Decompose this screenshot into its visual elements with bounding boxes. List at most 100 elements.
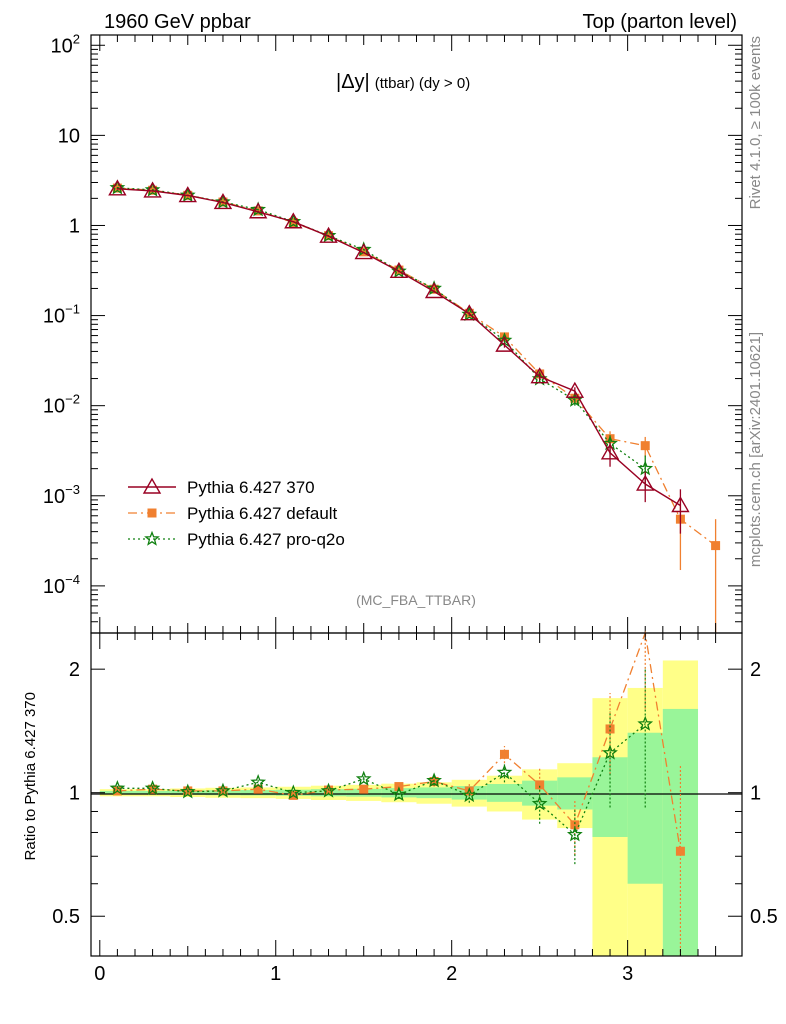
ratio-point-proq2o	[215, 782, 231, 798]
ratio-point-default	[535, 780, 545, 790]
point-p370	[248, 202, 268, 219]
point-p370	[495, 335, 514, 352]
point-p370	[636, 474, 655, 491]
y-tick-exponent: −3	[65, 482, 80, 497]
mcplots-label: mcplots.cern.ch [arXiv:2401.10621]	[747, 332, 764, 567]
point-p370	[389, 261, 409, 279]
y-tick-base: 10	[43, 576, 65, 598]
ratio-point-default	[499, 749, 509, 759]
point-proq2o	[179, 187, 196, 203]
x-tick-label: 0	[94, 963, 105, 985]
point-p370	[143, 181, 162, 198]
point-p370	[213, 193, 233, 210]
y-tick-exponent: −2	[65, 392, 80, 407]
main-series-layer	[108, 179, 721, 633]
ratio-point-proq2o	[426, 772, 442, 788]
ratio-point-proq2o	[144, 780, 161, 796]
ratio-point-default	[253, 784, 263, 794]
ratio-bands	[99, 660, 699, 956]
energy-label: 1960 GeV ppbar	[104, 11, 251, 33]
process-label: Top (parton level)	[582, 11, 737, 33]
ratio-point-proq2o	[637, 715, 654, 731]
series-line-p370	[117, 188, 681, 507]
y-tick-label: 102	[51, 31, 80, 57]
series-default	[112, 183, 721, 633]
ratio-point-default	[605, 724, 615, 734]
point-p370	[319, 226, 338, 243]
ratio-y-tick-label-right: 1	[750, 783, 761, 805]
ratio-point-proq2o	[391, 786, 407, 802]
ratio-axis-label: Ratio to Pythia 6.427 370	[22, 692, 39, 860]
legend-label-proq2o: Pythia 6.427 pro-q2o	[187, 530, 345, 549]
legend: Pythia 6.427 370 Pythia 6.427 default Pyth…	[128, 477, 345, 549]
x-tick-label: 2	[446, 963, 457, 985]
y-tick-label: 10−3	[43, 482, 80, 508]
ratio-point-proq2o	[566, 826, 583, 842]
legend-entry-proq2o: Pythia 6.427 pro-q2o	[128, 530, 345, 549]
ratio-y-tick-label: 1	[69, 783, 80, 805]
y-tick-label: 1	[69, 215, 80, 237]
point-p370	[565, 381, 585, 398]
ratio-series-proq2o	[109, 667, 654, 865]
rivet-label: Rivet 4.1.0, ≥ 100k events	[747, 36, 764, 209]
y-tick-exponent: 2	[73, 31, 80, 46]
x-tick-label: 1	[270, 963, 281, 985]
point-default	[394, 265, 404, 275]
ratio-point-default	[464, 786, 474, 796]
legend-label-p370: Pythia 6.427 370	[187, 478, 315, 497]
y-tick-label: 10−4	[43, 572, 80, 598]
point-proq2o	[215, 193, 231, 209]
y-tick-base: 10	[43, 486, 65, 508]
point-p370	[284, 212, 303, 229]
point-proq2o	[109, 179, 126, 195]
ratio-point-default	[570, 820, 580, 830]
point-p370	[600, 443, 620, 460]
ratio-point-proq2o	[531, 795, 548, 811]
ratio-point-proq2o	[320, 782, 337, 798]
y-tick-base: 10	[58, 125, 80, 147]
y-tick-label: 10−2	[43, 392, 80, 418]
point-p370	[108, 179, 127, 196]
y-tick-base: 10	[43, 306, 65, 328]
ratio-y-tick-label-right: 2	[750, 659, 761, 681]
y-tick-exponent: −4	[65, 572, 80, 587]
observable-sub: (ttbar) (dy > 0)	[375, 75, 470, 92]
ratio-ticks: 0.5 0.5 1 1 2 2 0 1 2 3	[52, 633, 778, 985]
ratio-point-proq2o	[109, 780, 126, 796]
point-p370	[354, 243, 373, 260]
band-inner	[416, 787, 452, 799]
band-inner	[381, 788, 417, 798]
ratio-point-default	[359, 784, 369, 794]
y-tick-base: 10	[51, 35, 73, 57]
y-tick-label: 10	[58, 125, 80, 147]
ratio-point-proq2o	[461, 787, 478, 803]
legend-entry-p370: Pythia 6.427 370	[128, 477, 315, 497]
legend-marker-default	[147, 508, 157, 518]
point-proq2o	[461, 306, 478, 322]
point-proq2o	[285, 213, 302, 229]
point-p370	[424, 282, 444, 299]
point-p370	[460, 304, 479, 321]
observable-title: |Δy| (ttbar) (dy > 0)	[336, 71, 470, 93]
point-proq2o	[144, 181, 161, 197]
y-tick-label: 10−1	[43, 302, 80, 328]
ratio-point-proq2o	[496, 764, 513, 780]
analysis-id: (MC_FBA_TTBAR)	[356, 592, 476, 608]
ratio-point-proq2o	[285, 784, 302, 800]
legend-marker-p370	[142, 477, 162, 494]
ratio-panel: 0.5 0.5 1 1 2 2 0 1 2 3	[52, 630, 778, 985]
legend-label-default: Pythia 6.427 default	[187, 504, 338, 523]
ratio-y-tick-label: 0.5	[52, 906, 80, 928]
band-inner	[486, 784, 523, 802]
ratio-point-proq2o	[602, 744, 618, 760]
ratio-y-tick-label: 2	[69, 659, 80, 681]
point-proq2o	[637, 460, 654, 476]
ratio-point-proq2o	[250, 774, 267, 790]
series-p370	[108, 179, 690, 534]
ratio-point-default	[675, 846, 685, 856]
observable-main: |Δy|	[336, 71, 370, 93]
y-tick-base: 10	[43, 396, 65, 418]
